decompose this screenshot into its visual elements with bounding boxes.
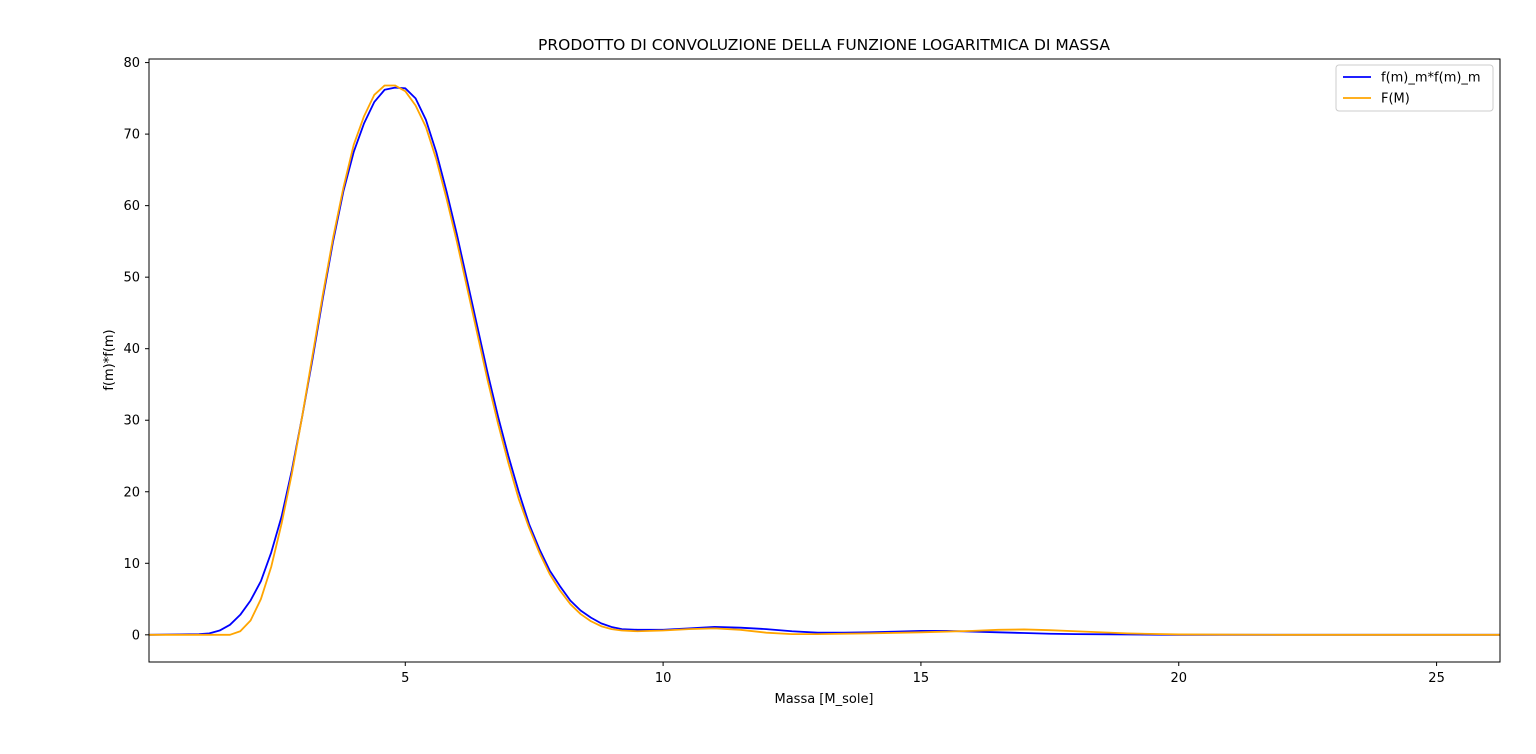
x-tick-label: 10: [655, 671, 672, 686]
axes-frame: [148, 58, 1501, 663]
chart-title: PRODOTTO DI CONVOLUZIONE DELLA FUNZIONE …: [538, 36, 1110, 54]
plot-area: [149, 84, 1500, 636]
y-tick-label: 60: [123, 199, 140, 214]
y-tick-label: 30: [123, 414, 140, 429]
y-axis: 0 10 20 30 40 50 60 70 80: [123, 56, 149, 643]
y-tick-label: 50: [123, 271, 140, 286]
x-axis: 5 10 15 20 25: [401, 662, 1445, 686]
y-tick-label: 40: [123, 342, 140, 357]
x-tick-label: 25: [1428, 671, 1445, 686]
legend-label-1: F(M): [1381, 92, 1410, 107]
y-tick-label: 20: [123, 485, 140, 500]
series-line-0: [149, 86, 1500, 636]
legend-box: [1335, 64, 1494, 112]
x-tick-label: 5: [401, 671, 409, 686]
y-tick-label: 10: [123, 557, 140, 572]
y-tick-label: 0: [132, 628, 140, 643]
x-tick-label: 20: [1170, 671, 1187, 686]
y-tick-label: 70: [123, 128, 140, 143]
y-axis-label: f(m)*f(m): [102, 329, 117, 390]
series-line-1: [149, 84, 1500, 636]
x-tick-label: 15: [913, 671, 930, 686]
legend: f(m)_m*f(m)_m F(M): [1335, 64, 1494, 112]
y-tick-label: 80: [123, 56, 140, 71]
x-axis-label: Massa [M_sole]: [774, 692, 873, 707]
legend-label-0: f(m)_m*f(m)_m: [1381, 71, 1481, 86]
